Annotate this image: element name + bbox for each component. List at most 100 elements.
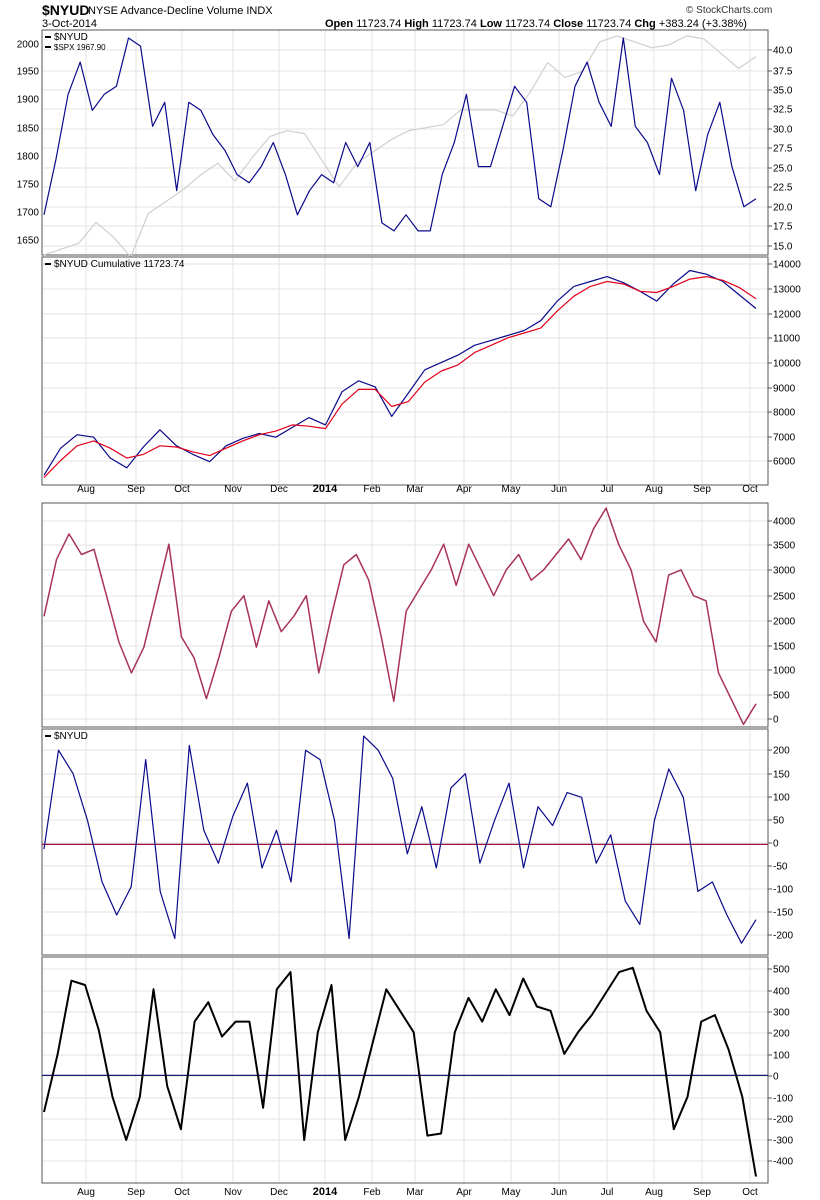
right-tick-label: 10000 xyxy=(773,359,801,370)
legend-label: $SPX 1967.90 xyxy=(54,43,106,52)
right-tick-label: 25.0 xyxy=(773,164,793,175)
series-line-1 xyxy=(43,735,757,944)
series-line-1 xyxy=(43,507,757,726)
right-tick-label: 9000 xyxy=(773,384,796,395)
right-tick-label: -200 xyxy=(773,1115,793,1126)
right-tick-label: 35.0 xyxy=(773,86,793,97)
series-line-2 xyxy=(43,37,757,232)
x-tick-label: Feb xyxy=(363,484,381,495)
right-tick-label: 40.0 xyxy=(773,46,793,57)
x-tick-label: Nov xyxy=(224,484,242,495)
x-tick-label: 2014 xyxy=(313,1186,338,1198)
right-tick-label: 100 xyxy=(773,1051,790,1062)
copyright-notice: © StockCharts.com xyxy=(686,5,773,16)
right-tick-label: 50 xyxy=(773,816,785,827)
right-tick-label: 13000 xyxy=(773,285,801,296)
x-tick-label: Oct xyxy=(174,484,190,495)
right-tick-label: -300 xyxy=(773,1136,793,1147)
right-tick-label: 6000 xyxy=(773,457,796,468)
left-tick-label: 1700 xyxy=(17,208,40,219)
right-tick-label: 3500 xyxy=(773,541,796,552)
right-tick-label: 400 xyxy=(773,987,790,998)
right-tick-label: 7000 xyxy=(773,433,796,444)
chart-date: 3-Oct-2014 xyxy=(42,18,98,30)
right-tick-label: 100 xyxy=(773,793,790,804)
symbol-title: $NYUD xyxy=(42,2,90,18)
chg-label: Chg xyxy=(634,18,656,30)
panel-frame xyxy=(41,256,769,486)
left-tick-label: 1750 xyxy=(17,180,40,191)
low-label: Low xyxy=(479,18,502,30)
series-line-1 xyxy=(43,269,757,476)
right-tick-label: 11000 xyxy=(773,334,801,345)
right-tick-label: 1000 xyxy=(773,666,796,677)
right-tick-label: 150 xyxy=(773,770,790,781)
right-tick-label: -400 xyxy=(773,1157,793,1168)
right-tick-label: 37.5 xyxy=(773,67,793,78)
right-tick-label: 27.5 xyxy=(773,144,793,155)
close-value: 11723.74 xyxy=(586,18,632,30)
chg-value: +383.24 (+3.38%) xyxy=(658,18,747,30)
x-tick-label: 2014 xyxy=(313,483,338,495)
high-value: 11723.74 xyxy=(431,18,477,30)
right-tick-label: 32.5 xyxy=(773,105,793,116)
legend-label: $NYUD xyxy=(54,32,88,43)
right-tick-label: 22.5 xyxy=(773,183,793,194)
x-tick-label: Nov xyxy=(224,1187,242,1198)
right-tick-label: 2500 xyxy=(773,592,796,603)
x-tick-label: Sep xyxy=(127,1187,145,1198)
x-tick-label: Jun xyxy=(551,484,567,495)
high-label: High xyxy=(404,18,429,30)
x-tick-label: Sep xyxy=(693,1187,711,1198)
right-tick-label: -100 xyxy=(773,1094,793,1105)
panel-frame xyxy=(41,502,769,728)
right-tick-label: 200 xyxy=(773,746,790,757)
x-tick-label: Oct xyxy=(742,1187,758,1198)
x-tick-label: Sep xyxy=(693,484,711,495)
ohlc-readout: Open 11723.74 High 11723.74 Low 11723.74… xyxy=(325,18,747,30)
legend-label: $NYUD Cumulative 11723.74 xyxy=(54,259,185,270)
right-tick-label: 1500 xyxy=(773,642,796,653)
left-tick-label: 2000 xyxy=(17,40,40,51)
x-tick-label: Jun xyxy=(551,1187,567,1198)
right-tick-label: 12000 xyxy=(773,310,801,321)
left-tick-label: 1850 xyxy=(17,124,40,135)
x-tick-label: Jul xyxy=(601,1187,614,1198)
right-tick-label: 2000 xyxy=(773,617,796,628)
x-tick-label: Aug xyxy=(77,1187,95,1198)
right-tick-label: 4000 xyxy=(773,517,796,528)
right-tick-label: 8000 xyxy=(773,408,796,419)
series-line-1 xyxy=(43,35,757,258)
right-tick-label: -150 xyxy=(773,908,793,919)
right-tick-label: -200 xyxy=(773,931,793,942)
open-label: Open xyxy=(325,18,354,30)
x-tick-label: Aug xyxy=(645,1187,663,1198)
right-tick-label: 0 xyxy=(773,839,779,850)
right-tick-label: 14000 xyxy=(773,260,801,271)
right-tick-label: 17.5 xyxy=(773,222,793,233)
left-tick-label: 1650 xyxy=(17,236,40,247)
legend-label: $NYUD xyxy=(54,731,88,742)
right-tick-label: 200 xyxy=(773,1029,790,1040)
series-line-1 xyxy=(43,966,757,1177)
x-tick-label: Dec xyxy=(270,484,288,495)
left-tick-label: 1950 xyxy=(17,67,40,78)
panel-frame xyxy=(41,956,769,1184)
close-label: Close xyxy=(553,18,584,30)
symbol-description: NYSE Advance-Decline Volume INDX xyxy=(88,5,273,17)
x-tick-label: Dec xyxy=(270,1187,288,1198)
open-value: 11723.74 xyxy=(356,18,402,30)
x-tick-label: Mar xyxy=(406,484,424,495)
series-line-2 xyxy=(43,276,757,479)
right-tick-label: 0 xyxy=(773,1072,779,1083)
x-tick-label: Oct xyxy=(174,1187,190,1198)
x-tick-label: Aug xyxy=(645,484,663,495)
right-tick-label: 20.0 xyxy=(773,203,793,214)
right-tick-label: -100 xyxy=(773,885,793,896)
panel-frame xyxy=(41,29,769,256)
x-tick-label: Sep xyxy=(127,484,145,495)
right-tick-label: 0 xyxy=(773,715,779,726)
right-tick-label: 500 xyxy=(773,965,790,976)
